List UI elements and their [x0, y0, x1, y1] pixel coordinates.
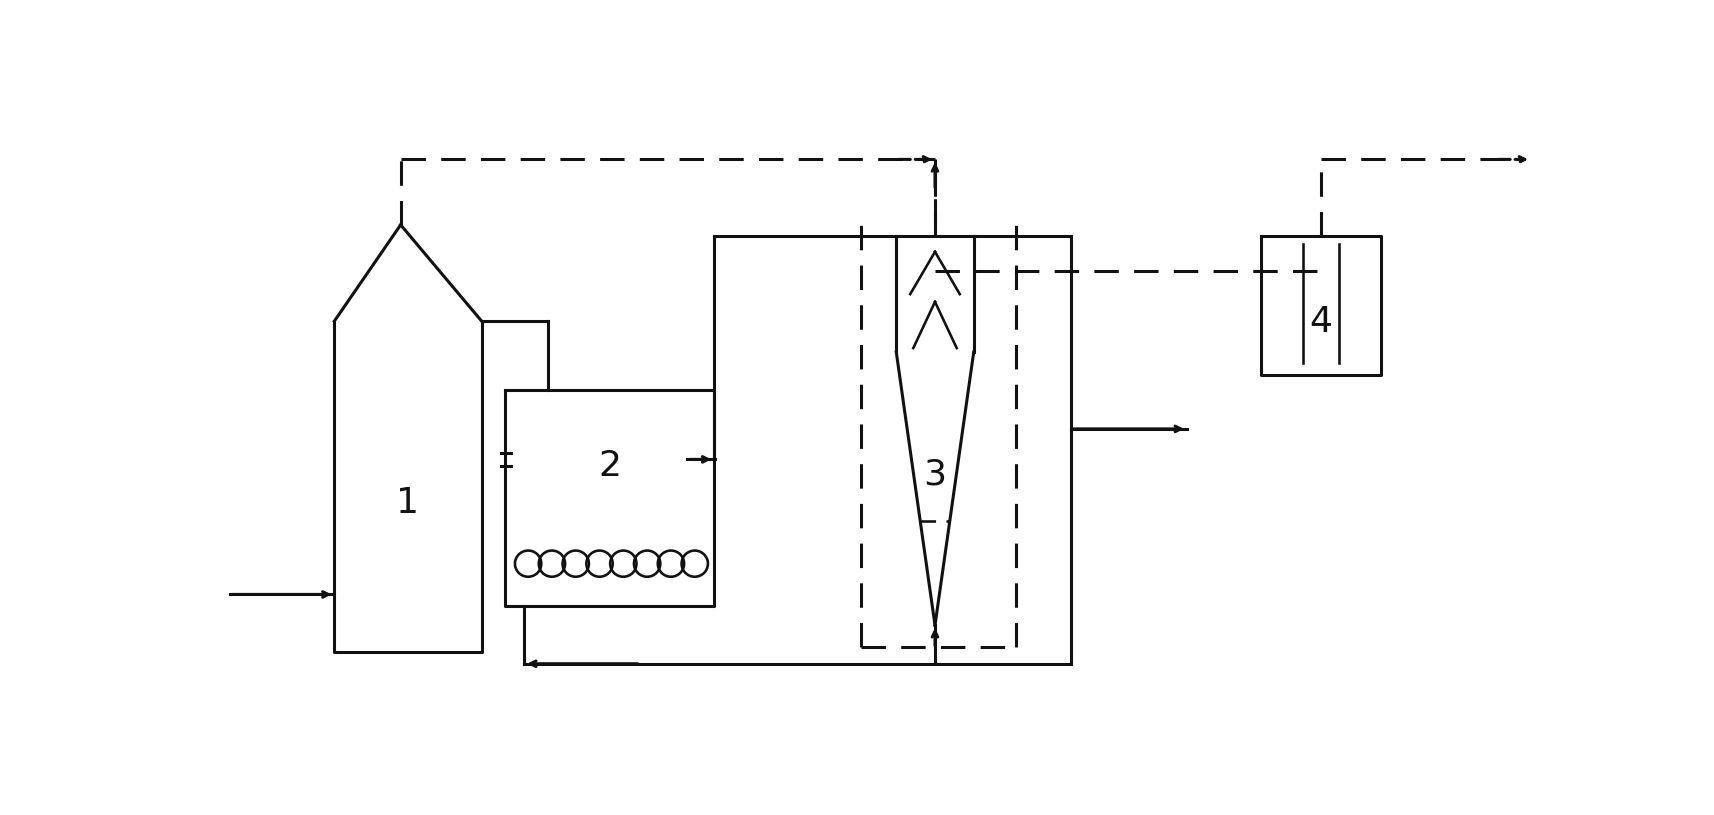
Text: 1: 1 — [396, 487, 420, 520]
Text: 3: 3 — [924, 458, 946, 492]
Text: 4: 4 — [1309, 306, 1332, 339]
Text: 2: 2 — [598, 449, 620, 482]
